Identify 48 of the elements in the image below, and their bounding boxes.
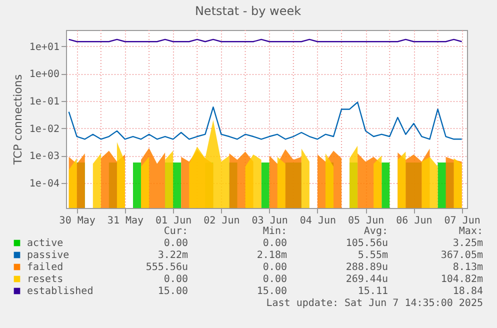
text: 0.00	[164, 274, 188, 285]
text: 0.00	[262, 238, 287, 249]
x-tick-label: 31 May	[107, 216, 144, 226]
text: 0.00	[262, 262, 287, 273]
line-series	[68, 102, 462, 140]
x-tick-label: 30 May	[59, 216, 96, 226]
text: 2.18m	[256, 250, 287, 261]
y-tick-label: 1e-02	[29, 124, 60, 135]
text: 104.82m	[440, 274, 483, 285]
text: Avg:	[364, 226, 388, 237]
y-tick-label: 1e+00	[29, 69, 60, 80]
legend-label: failed	[27, 262, 64, 273]
text: 15.00	[256, 286, 287, 297]
text: Cur:	[164, 226, 188, 237]
text: 367.05m	[440, 250, 483, 261]
text: 269.44u	[346, 274, 388, 285]
text: 555.56u	[146, 262, 188, 273]
text: 8.13m	[452, 262, 483, 273]
legend-label: active	[27, 238, 64, 249]
x-tick-label: 06 Jun	[396, 216, 432, 226]
x-tick-label: 02 Jun	[204, 216, 240, 226]
x-tick-label: 05 Jun	[348, 216, 384, 226]
x-tick-label: 03 Jun	[252, 216, 288, 226]
legend-label: resets	[27, 274, 64, 285]
y-tick-label: 1e+01	[29, 42, 60, 53]
text: Last update: Sat Jun 7 14:35:00 2025	[266, 298, 483, 309]
text: 3.22m	[158, 250, 188, 261]
text: Min:	[262, 226, 287, 237]
text: 15.11	[358, 286, 388, 297]
text: 15.00	[158, 286, 188, 297]
text: 105.56u	[346, 238, 388, 249]
text: 0.00	[164, 238, 188, 249]
x-tick-label: 07 Jun	[444, 216, 480, 226]
text: 5.55m	[358, 250, 388, 261]
text: 0.00	[262, 274, 287, 285]
x-tick-label: 01 Jun	[156, 216, 192, 226]
text: 18.84	[452, 286, 483, 297]
legend-label: passive	[27, 250, 70, 261]
text: 3.25m	[452, 238, 483, 249]
x-tick-label: 04 Jun	[300, 216, 336, 226]
y-tick-label: 1e-01	[29, 96, 60, 108]
y-axis-title: TCP connections	[11, 74, 24, 166]
text: 288.89u	[346, 262, 388, 273]
text: Max:	[458, 226, 483, 237]
legend-label: established	[27, 286, 94, 297]
y-tick-label: 1e-03	[29, 151, 60, 162]
chart-title: Netstat - by week	[194, 4, 302, 18]
y-tick-label: 1e-04	[29, 178, 60, 190]
